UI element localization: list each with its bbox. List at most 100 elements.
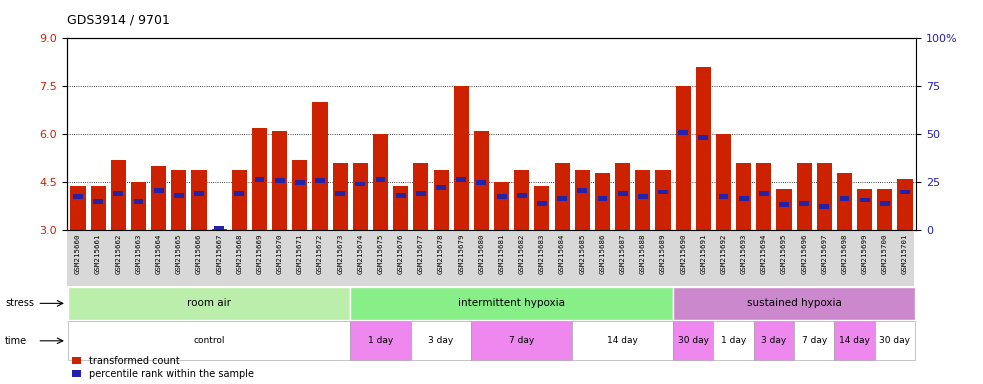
Text: GSM215678: GSM215678 [438, 233, 444, 274]
Bar [332, 163, 348, 230]
Text: GSM215673: GSM215673 [337, 233, 343, 274]
Bar [557, 196, 567, 201]
Bar [192, 170, 206, 230]
Bar [353, 163, 368, 230]
Bar [90, 185, 106, 230]
Text: GSM215690: GSM215690 [680, 233, 686, 274]
Bar [71, 185, 86, 230]
Bar [255, 177, 264, 182]
Text: time: time [5, 336, 28, 346]
Bar [796, 163, 812, 230]
Bar [494, 182, 509, 230]
Bar [514, 170, 529, 230]
Text: GSM215669: GSM215669 [257, 233, 262, 274]
Text: GSM215663: GSM215663 [136, 233, 142, 274]
Text: GSM215694: GSM215694 [761, 233, 767, 274]
Bar [295, 180, 305, 185]
Bar [638, 194, 648, 199]
Bar [316, 179, 325, 183]
Bar [736, 163, 751, 230]
Bar [252, 128, 267, 230]
Text: GSM215664: GSM215664 [155, 233, 161, 274]
Bar [696, 67, 711, 230]
Bar [897, 179, 912, 230]
Bar [113, 191, 123, 196]
Bar [698, 135, 708, 140]
Bar [151, 166, 166, 230]
Text: 14 day: 14 day [839, 336, 870, 345]
Bar [356, 182, 366, 186]
Text: GSM215681: GSM215681 [498, 233, 504, 274]
Bar [754, 321, 794, 360]
Text: GSM215674: GSM215674 [358, 233, 364, 274]
Text: GSM215700: GSM215700 [882, 233, 888, 274]
Bar [194, 191, 203, 196]
Bar [673, 287, 915, 320]
Text: GSM215680: GSM215680 [479, 233, 485, 274]
Bar [860, 198, 870, 202]
Bar [877, 189, 893, 230]
Text: GSM215682: GSM215682 [519, 233, 525, 274]
Bar [313, 103, 327, 230]
Text: GSM215679: GSM215679 [458, 233, 464, 274]
Text: 14 day: 14 day [607, 336, 638, 345]
Bar [111, 160, 126, 230]
Text: GSM215666: GSM215666 [196, 233, 202, 274]
Bar [617, 191, 627, 196]
Bar [335, 191, 345, 196]
Bar [759, 191, 769, 196]
Text: 3 day: 3 day [761, 336, 786, 345]
Bar [393, 185, 408, 230]
Bar [719, 194, 728, 199]
Text: 30 day: 30 day [880, 336, 910, 345]
Text: GSM215671: GSM215671 [297, 233, 303, 274]
Bar [411, 321, 471, 360]
Text: GSM215668: GSM215668 [236, 233, 243, 274]
Text: GSM215667: GSM215667 [216, 233, 222, 274]
Bar [373, 134, 388, 230]
Text: GSM215661: GSM215661 [95, 233, 101, 274]
Bar [537, 201, 547, 205]
Bar [275, 179, 285, 183]
Bar [635, 170, 651, 230]
Bar [234, 191, 244, 196]
Text: GSM215670: GSM215670 [276, 233, 283, 274]
Text: GSM215683: GSM215683 [539, 233, 545, 274]
Bar [93, 199, 103, 204]
Text: 30 day: 30 day [677, 336, 709, 345]
Text: GDS3914 / 9701: GDS3914 / 9701 [67, 14, 170, 27]
Bar [615, 163, 630, 230]
Bar [756, 163, 772, 230]
Bar [678, 131, 688, 135]
Bar [68, 321, 350, 360]
Bar [131, 182, 146, 230]
Text: 1 day: 1 day [721, 336, 746, 345]
Text: GSM215687: GSM215687 [619, 233, 625, 274]
Bar [598, 196, 607, 201]
Text: GSM215699: GSM215699 [862, 233, 868, 274]
Text: GSM215676: GSM215676 [398, 233, 404, 274]
Bar [134, 199, 144, 204]
Bar [272, 131, 287, 230]
Bar [211, 229, 227, 230]
Text: GSM215691: GSM215691 [700, 233, 707, 274]
Text: 7 day: 7 day [509, 336, 535, 345]
Text: GSM215689: GSM215689 [660, 233, 665, 274]
Bar [839, 196, 849, 201]
Bar [575, 170, 590, 230]
Bar [817, 163, 832, 230]
Bar [780, 202, 789, 207]
Bar [413, 163, 429, 230]
Bar [350, 321, 411, 360]
Bar [716, 134, 731, 230]
Bar [68, 287, 350, 320]
Bar [714, 321, 754, 360]
Bar [837, 173, 852, 230]
Text: 7 day: 7 day [802, 336, 827, 345]
Bar [880, 201, 890, 205]
Bar [214, 227, 224, 231]
Bar [900, 190, 910, 194]
Text: sustained hypoxia: sustained hypoxia [747, 298, 841, 308]
Bar [174, 193, 184, 198]
Text: GSM215698: GSM215698 [841, 233, 847, 274]
